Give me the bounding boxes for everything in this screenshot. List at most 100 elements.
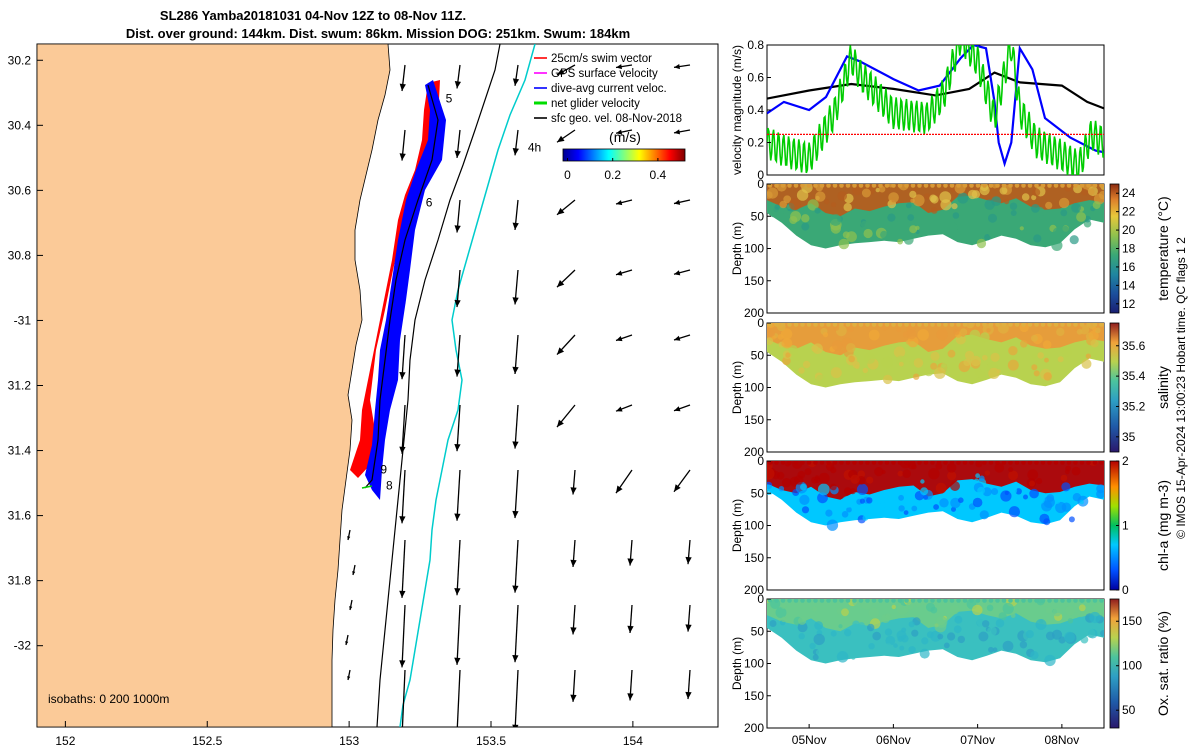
section-profile-dot — [897, 461, 903, 465]
section-texture — [929, 194, 937, 203]
section-profile-dot — [969, 599, 974, 603]
geo-arrow-head — [557, 207, 565, 215]
section-texture — [838, 624, 843, 629]
section-texture — [1087, 623, 1092, 629]
section-profile-dot — [1040, 323, 1046, 327]
section-texture — [804, 468, 812, 476]
section-y-tick-label: 150 — [744, 689, 764, 703]
section-texture — [775, 607, 787, 619]
section-texture — [1022, 233, 1029, 240]
section-texture — [965, 486, 973, 494]
section-profile-dot — [871, 323, 877, 327]
section-texture — [817, 483, 830, 496]
section-texture — [881, 356, 893, 369]
geo-arrow-head — [399, 83, 406, 91]
section-texture — [891, 604, 896, 610]
geo-arrow-head — [454, 443, 461, 452]
velocity-ylabel: velocity magnitude (m/s) — [730, 45, 744, 175]
section-cb-tick-label: 24 — [1122, 186, 1136, 200]
section-profile-dot — [800, 184, 805, 188]
section-profile-dot — [884, 599, 890, 603]
section-profile-dot — [1099, 184, 1104, 188]
section-texture — [767, 337, 774, 345]
geo-arrow-head — [454, 150, 461, 158]
section-profile-dot — [780, 599, 786, 603]
section-texture — [872, 631, 881, 641]
section-texture — [1078, 604, 1086, 612]
map-annotation: 6 — [426, 196, 433, 210]
section-profile-dot — [1086, 599, 1091, 603]
section-cb-tick-label: 18 — [1122, 242, 1136, 256]
section-texture — [1065, 606, 1075, 616]
section-texture — [774, 204, 780, 210]
section-texture — [952, 212, 960, 219]
section-texture — [992, 647, 998, 652]
section-texture — [779, 200, 787, 209]
section-texture — [788, 345, 798, 355]
section-panel: 0 50 100 150 200 Depth (m) 50 100 150 Ox. sat. ra… — [730, 592, 1171, 747]
velocity-series-line — [767, 71, 1104, 110]
section-texture — [767, 187, 779, 199]
section-texture — [801, 222, 810, 231]
current-velocity-band — [365, 80, 446, 500]
section-texture — [1071, 466, 1081, 476]
section-texture — [898, 494, 904, 501]
velocity-series-line — [767, 45, 1104, 168]
time-x-tick-label: 08Nov — [1045, 733, 1080, 747]
section-texture — [911, 505, 918, 512]
section-texture — [920, 487, 929, 496]
section-texture — [1003, 198, 1010, 205]
section-profile-dot — [982, 599, 987, 603]
section-texture — [1021, 193, 1030, 201]
section-texture — [813, 633, 825, 646]
section-profile-dot — [793, 461, 799, 465]
section-profile-dot — [949, 323, 955, 327]
section-texture — [768, 330, 776, 337]
velocity-series-line — [767, 45, 1104, 175]
section-texture — [1085, 353, 1091, 359]
section-profile-dot — [832, 599, 838, 603]
section-y-tick-label: 200 — [744, 583, 764, 597]
section-texture — [924, 366, 934, 377]
section-profile-dot — [1021, 184, 1026, 188]
section-texture — [982, 487, 992, 497]
section-texture — [982, 354, 988, 361]
section-profile-dot — [767, 323, 773, 327]
section-profile-dot — [858, 599, 864, 603]
section-texture — [1029, 488, 1039, 499]
map-y-tick-label: -31 — [14, 313, 32, 327]
section-profile-dot — [917, 461, 922, 465]
section-profile-dot — [1008, 461, 1013, 465]
section-texture — [1004, 490, 1009, 496]
section-texture — [778, 486, 785, 492]
section-profile-dot — [1053, 461, 1059, 465]
section-profile-dot — [930, 184, 935, 188]
section-texture — [913, 373, 920, 380]
velocity-y-tick-label: 0.2 — [747, 136, 764, 150]
section-texture — [822, 332, 829, 338]
section-texture — [887, 213, 896, 222]
section-texture — [946, 222, 958, 234]
section-texture — [798, 616, 807, 625]
section-profile-dot — [1047, 323, 1052, 327]
geo-arrow-head — [399, 372, 406, 380]
section-profile-dot — [936, 599, 942, 603]
section-texture — [830, 467, 837, 474]
map-y-tick-label: -32 — [14, 639, 32, 653]
section-profile-dot — [1027, 323, 1033, 327]
section-profile-dot — [839, 184, 844, 188]
section-texture — [1060, 209, 1068, 217]
section-texture — [1039, 513, 1050, 524]
section-texture — [974, 478, 979, 484]
section-texture — [953, 329, 960, 335]
section-texture — [936, 328, 948, 341]
section-texture — [1019, 226, 1024, 231]
section-texture — [850, 474, 860, 484]
section-texture — [1052, 227, 1063, 237]
section-texture — [979, 510, 989, 520]
section-ylabel: Depth (m) — [730, 222, 744, 275]
section-profile-dot — [975, 461, 981, 465]
section-texture — [780, 603, 787, 609]
section-texture — [972, 604, 983, 616]
geo-arrow-head — [347, 676, 351, 680]
